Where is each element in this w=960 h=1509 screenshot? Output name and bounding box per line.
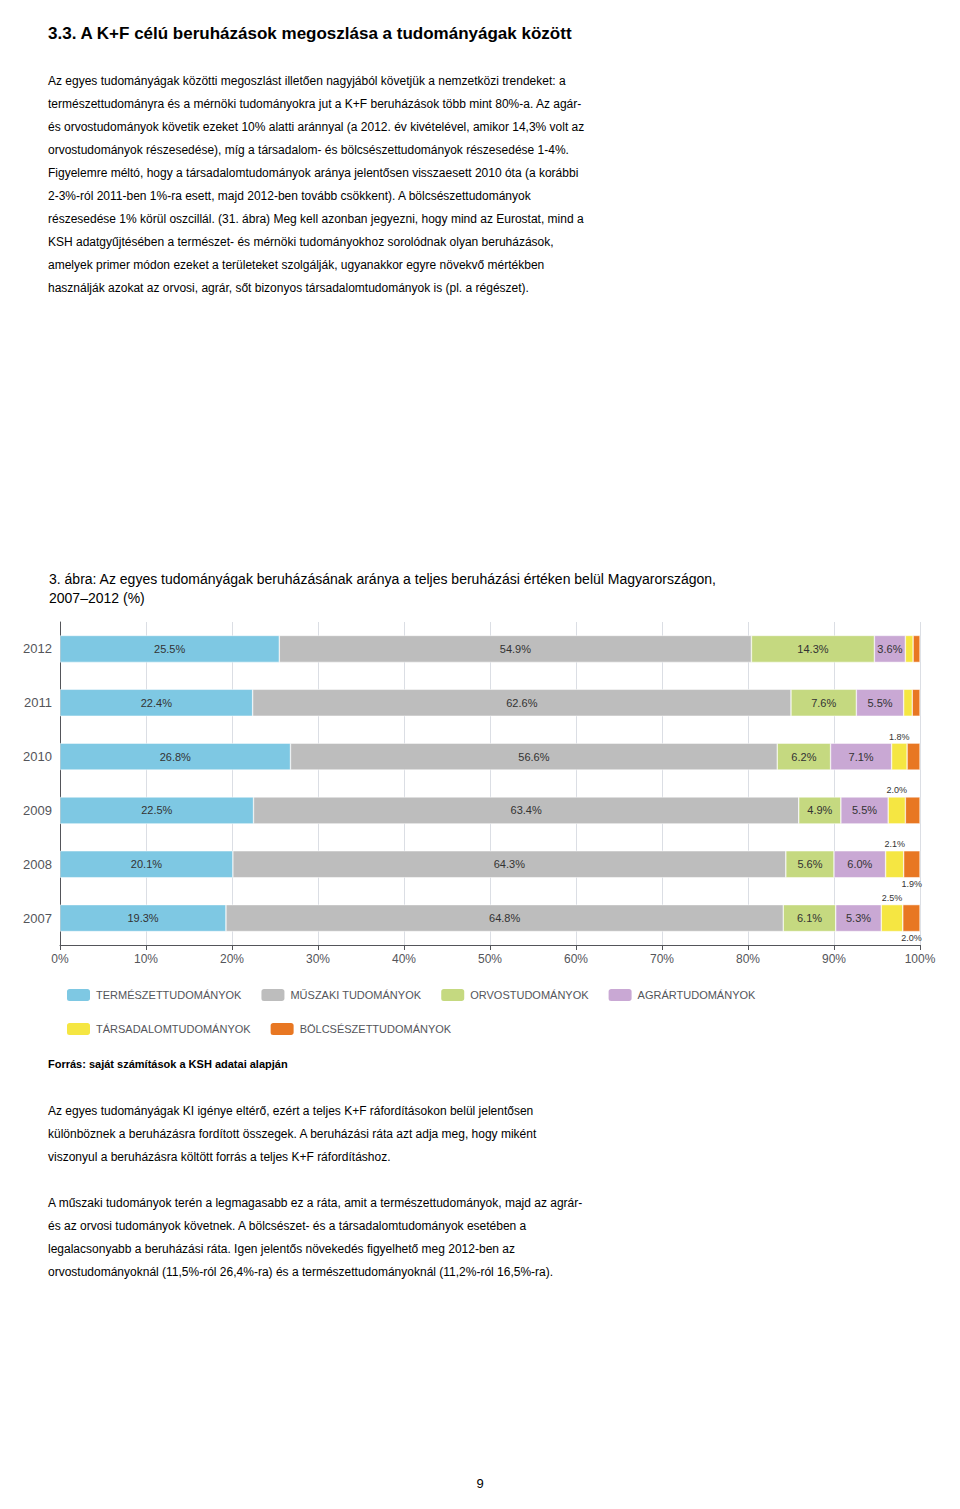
html-text:viszonyul a beruházásra költöt: viszonyul a beruházásra költött forrás a… — [48, 1150, 391, 1164]
svg-text:60%: 60% — [564, 952, 588, 966]
svg-text:1.9%: 1.9% — [902, 879, 923, 889]
svg-text:2.0%: 2.0% — [901, 933, 922, 943]
html-text:részesedése 1% körül oszcillál: részesedése 1% körül oszcillál. (31. ábr… — [48, 212, 584, 226]
svg-text:6.0%: 6.0% — [847, 858, 872, 870]
svg-text:6.1%: 6.1% — [797, 912, 822, 924]
svg-text:56.6%: 56.6% — [518, 751, 549, 763]
svg-text:ORVOSTUDOMÁNYOK: ORVOSTUDOMÁNYOK — [470, 989, 589, 1001]
svg-text:MŰSZAKI TUDOMÁNYOK: MŰSZAKI TUDOMÁNYOK — [290, 988, 421, 1001]
html-text:és az orvosi tudományok követn: és az orvosi tudományok követnek. A bölc… — [48, 1219, 527, 1233]
svg-text:90%: 90% — [822, 952, 846, 966]
svg-text:5.5%: 5.5% — [852, 804, 877, 816]
svg-text:19.3%: 19.3% — [127, 912, 158, 924]
svg-text:62.6%: 62.6% — [506, 697, 537, 709]
svg-text:20.1%: 20.1% — [131, 858, 162, 870]
svg-text:26.8%: 26.8% — [160, 751, 191, 763]
html-text:Az egyes tudományágak KI igény: Az egyes tudományágak KI igénye eltérő, … — [48, 1104, 534, 1118]
html-text:és orvostudományok követik eze: és orvostudományok követik ezeket 10% al… — [48, 120, 585, 134]
html-text:2-3%-ról 2011-ben 1%-ra esett,: 2-3%-ról 2011-ben 1%-ra esett, majd 2012… — [48, 189, 531, 203]
html-text:orvostudományok részesedése),: orvostudományok részesedése), míg a társ… — [48, 143, 569, 157]
html-text:orvostudományoknál (11,5%-ról: orvostudományoknál (11,5%-ról 26,4%-ra) … — [48, 1265, 554, 1279]
svg-text:22.4%: 22.4% — [141, 697, 172, 709]
html-text:9: 9 — [476, 1476, 484, 1491]
svg-text:100%: 100% — [905, 952, 936, 966]
svg-text:4.9%: 4.9% — [807, 804, 832, 816]
svg-text:3.6%: 3.6% — [877, 643, 902, 655]
svg-text:2009: 2009 — [23, 803, 52, 818]
svg-text:0%: 0% — [51, 952, 69, 966]
svg-text:2.1%: 2.1% — [884, 839, 905, 849]
html-text:A műszaki tudományok terén a l: A műszaki tudományok terén a legmagasabb… — [48, 1196, 583, 1210]
html-text:3.3. A K+F célú beruházások me: 3.3. A K+F célú beruházások megoszlása a… — [48, 24, 572, 43]
svg-text:TERMÉSZETTUDOMÁNYOK: TERMÉSZETTUDOMÁNYOK — [96, 989, 242, 1001]
svg-text:2012: 2012 — [23, 641, 52, 656]
svg-text:63.4%: 63.4% — [511, 804, 542, 816]
svg-text:5.3%: 5.3% — [846, 912, 871, 924]
svg-text:30%: 30% — [306, 952, 330, 966]
html-text:amelyek primer módon ezeket a: amelyek primer módon ezeket a területeke… — [48, 258, 545, 272]
svg-text:2007: 2007 — [23, 911, 52, 926]
svg-text:6.2%: 6.2% — [791, 751, 816, 763]
svg-text:5.6%: 5.6% — [797, 858, 822, 870]
html-text:legalacsonyabb a beruházási rá: legalacsonyabb a beruházási ráta. Igen j… — [48, 1242, 515, 1256]
svg-text:2.5%: 2.5% — [882, 893, 903, 903]
html-text:Forrás: saját számítások a KSH: Forrás: saját számítások a KSH adatai al… — [48, 1058, 288, 1070]
svg-text:64.3%: 64.3% — [494, 858, 525, 870]
svg-text:70%: 70% — [650, 952, 674, 966]
svg-text:2010: 2010 — [23, 749, 52, 764]
svg-text:25.5%: 25.5% — [154, 643, 185, 655]
svg-text:14.3%: 14.3% — [797, 643, 828, 655]
html-text:Figyelemre méltó, hogy a társa: Figyelemre méltó, hogy a társadalomtudom… — [48, 166, 579, 180]
svg-text:7.6%: 7.6% — [811, 697, 836, 709]
svg-text:7.1%: 7.1% — [849, 751, 874, 763]
svg-text:2.0%: 2.0% — [887, 785, 908, 795]
svg-text:40%: 40% — [392, 952, 416, 966]
svg-text:2007–2012 (%): 2007–2012 (%) — [49, 590, 145, 606]
svg-text:10%: 10% — [134, 952, 158, 966]
svg-text:AGRÁRTUDOMÁNYOK: AGRÁRTUDOMÁNYOK — [638, 989, 756, 1001]
html-text:használják azokat az orvosi, a: használják azokat az orvosi, agrár, sőt … — [48, 281, 529, 295]
svg-text:22.5%: 22.5% — [141, 804, 172, 816]
svg-text:20%: 20% — [220, 952, 244, 966]
svg-text:5.5%: 5.5% — [867, 697, 892, 709]
html-text:különböznek a beruházásra ford: különböznek a beruházásra fordított össz… — [48, 1127, 537, 1141]
svg-text:1.8%: 1.8% — [889, 732, 910, 742]
html-text:természettudományra és a mérnö: természettudományra és a mérnöki tudomán… — [48, 97, 582, 111]
svg-text:2008: 2008 — [23, 857, 52, 872]
svg-text:BÖLCSÉSZETTUDOMÁNYOK: BÖLCSÉSZETTUDOMÁNYOK — [300, 1023, 452, 1035]
html-text:Az egyes tudományágak közötti: Az egyes tudományágak közötti megoszlást… — [48, 74, 566, 88]
svg-text:2011: 2011 — [24, 695, 52, 710]
svg-text:80%: 80% — [736, 952, 760, 966]
svg-text:64.8%: 64.8% — [489, 912, 520, 924]
svg-text:50%: 50% — [478, 952, 502, 966]
html-text:KSH adatgyűjtésében a természe: KSH adatgyűjtésében a természet- és mérn… — [48, 235, 554, 249]
svg-text:TÁRSADALOMTUDOMÁNYOK: TÁRSADALOMTUDOMÁNYOK — [96, 1023, 251, 1035]
svg-text:54.9%: 54.9% — [500, 643, 531, 655]
svg-text:3. ábra: Az egyes tudományágak: 3. ábra: Az egyes tudományágak beruházás… — [49, 571, 716, 587]
